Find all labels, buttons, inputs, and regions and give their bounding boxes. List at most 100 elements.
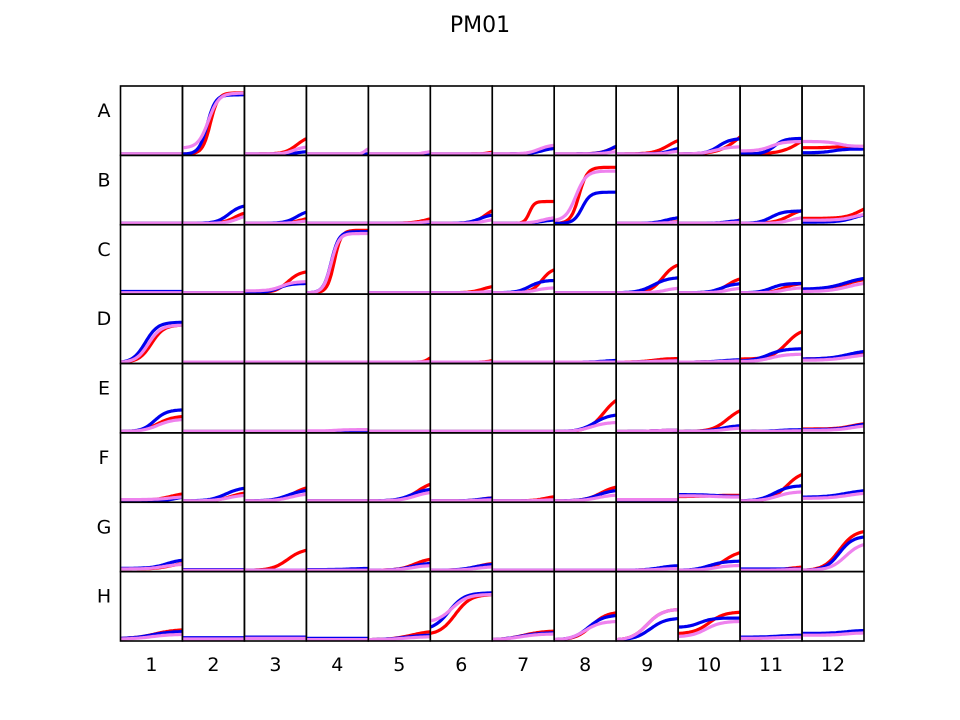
well-D4 <box>305 293 370 365</box>
column-label-2: 2 <box>207 654 219 676</box>
well-panels <box>119 85 865 642</box>
curve-G11-series-3 <box>740 567 803 572</box>
well-H1 <box>119 570 184 642</box>
column-label-3: 3 <box>269 654 281 676</box>
chart-title: PM01 <box>450 13 510 38</box>
curve-F2-series-3 <box>182 493 245 503</box>
curve-B5-series-3 <box>368 219 431 225</box>
row-label-f: F <box>99 447 110 469</box>
well-frame-G9 <box>615 501 679 573</box>
curve-H9-series-2 <box>616 617 679 641</box>
well-frame-B1 <box>119 154 184 226</box>
well-C9 <box>615 223 679 295</box>
well-H7 <box>491 570 556 642</box>
well-H12 <box>801 570 865 642</box>
well-frame-D8 <box>553 293 617 365</box>
curve-A2-series-3 <box>182 91 245 150</box>
well-frame-C1 <box>119 223 184 295</box>
curve-C9-series-3 <box>616 286 679 295</box>
well-frame-D9 <box>615 293 679 365</box>
well-A4 <box>305 85 370 157</box>
well-frame-A6 <box>429 85 494 157</box>
curve-C11-series-3 <box>740 286 803 295</box>
well-A2 <box>181 85 246 157</box>
well-A12 <box>801 85 865 157</box>
well-G4 <box>305 501 370 573</box>
well-frame-D3 <box>243 293 308 365</box>
well-E6 <box>429 362 494 434</box>
well-frame-G6 <box>429 501 494 573</box>
curve-H10-series-3 <box>678 619 741 639</box>
well-frame-G3 <box>243 501 308 573</box>
well-E4 <box>305 362 370 434</box>
curve-F7-series-3 <box>492 498 555 503</box>
well-frame-H5 <box>367 570 432 642</box>
well-D11 <box>739 293 803 365</box>
well-F3 <box>243 432 308 504</box>
column-label-9: 9 <box>641 654 653 676</box>
row-label-c: C <box>97 239 110 261</box>
curve-A11-series-3 <box>740 140 803 153</box>
well-C1 <box>119 223 184 295</box>
curve-G5-series-3 <box>368 564 431 572</box>
well-F11 <box>739 432 803 504</box>
well-H8 <box>553 570 617 642</box>
curve-E12-series-3 <box>802 424 865 432</box>
well-frame-B2 <box>181 154 246 226</box>
curve-F1-series-3 <box>120 495 183 502</box>
curve-B12-series-1 <box>802 207 865 220</box>
well-F6 <box>429 432 494 504</box>
curve-E4-series-3 <box>306 428 369 433</box>
well-frame-D10 <box>677 293 741 365</box>
well-D9 <box>615 293 679 365</box>
well-frame-F10 <box>677 432 741 504</box>
column-label-6: 6 <box>455 654 467 676</box>
curve-B3-series-3 <box>244 219 307 225</box>
well-F10 <box>677 432 741 504</box>
well-frame-D7 <box>491 293 556 365</box>
well-frame-B4 <box>305 154 370 226</box>
well-E3 <box>243 362 308 434</box>
curve-C7-series-3 <box>492 286 555 295</box>
row-label-h: H <box>97 586 111 608</box>
well-C7 <box>491 223 556 295</box>
row-label-e: E <box>98 378 110 400</box>
curve-F11-series-3 <box>740 490 803 503</box>
well-B9 <box>615 154 679 226</box>
curve-F12-series-3 <box>802 491 865 500</box>
well-frame-D1 <box>119 293 184 365</box>
well-E11 <box>739 362 803 434</box>
well-frame-E7 <box>491 362 556 434</box>
row-labels: A B C D E F G H <box>97 100 112 608</box>
curve-E8-series-3 <box>554 421 617 433</box>
well-B5 <box>367 154 432 226</box>
curve-G10-series-3 <box>678 563 741 572</box>
well-A1 <box>119 85 184 157</box>
well-B8 <box>553 154 617 226</box>
curve-H7-series-3 <box>492 632 555 641</box>
curve-B7-series-3 <box>492 216 555 225</box>
well-G12 <box>801 501 865 573</box>
curve-C12-series-3 <box>802 281 865 294</box>
well-frame-F6 <box>429 432 494 504</box>
curve-C4-series-3 <box>306 231 369 295</box>
curve-D11-series-3 <box>740 352 803 364</box>
well-G6 <box>429 501 494 573</box>
well-A11 <box>739 85 803 157</box>
well-E2 <box>181 362 246 434</box>
curve-B11-series-3 <box>740 216 803 225</box>
well-G1 <box>119 501 184 573</box>
well-frame-E6 <box>429 362 494 434</box>
curve-B9-series-3 <box>616 220 679 225</box>
well-frame-B6 <box>429 154 494 226</box>
well-frame-E5 <box>367 362 432 434</box>
row-label-d: D <box>97 308 112 330</box>
well-D5 <box>367 293 432 365</box>
well-H4 <box>305 570 370 642</box>
well-E12 <box>801 362 865 434</box>
well-G11 <box>739 501 803 573</box>
well-B7 <box>491 154 556 226</box>
well-D2 <box>181 293 246 365</box>
well-frame-F9 <box>615 432 679 504</box>
